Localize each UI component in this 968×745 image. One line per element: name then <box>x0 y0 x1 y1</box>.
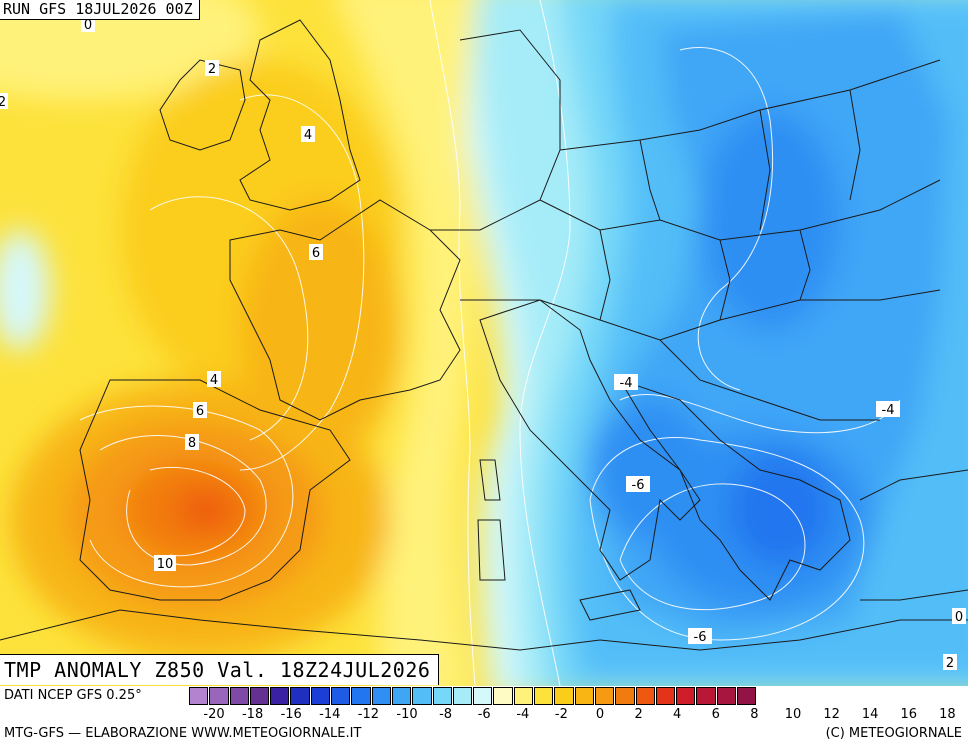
svg-text:2: 2 <box>208 62 216 77</box>
legend-tick: -16 <box>280 707 302 722</box>
legend-swatch <box>574 687 594 705</box>
contour-label: -4 <box>876 401 900 418</box>
legend-swatch <box>351 687 371 705</box>
legend-swatch <box>534 687 554 705</box>
svg-text:-6: -6 <box>694 630 707 645</box>
contour-label: 10 <box>154 555 176 572</box>
legend-swatch <box>655 687 676 705</box>
svg-text:4: 4 <box>210 373 218 388</box>
legend-swatch <box>513 687 534 705</box>
legend-tick: 4 <box>673 707 682 722</box>
color-fields <box>0 0 968 686</box>
contour-label: -4 <box>614 374 638 391</box>
legend-tick: 8 <box>750 707 759 722</box>
legend-swatch <box>331 687 351 705</box>
legend-swatch <box>270 687 290 705</box>
legend-swatch <box>635 687 655 705</box>
legend-swatch <box>716 687 737 705</box>
contour-label: 4 <box>301 126 315 143</box>
legend-tick: -14 <box>319 707 341 722</box>
svg-text:0: 0 <box>84 18 92 33</box>
coastlines <box>0 19 968 651</box>
legend-tick: 6 <box>711 707 720 722</box>
legend-tick: 2 <box>634 707 643 722</box>
legend-swatch <box>676 687 696 705</box>
map-title: TMP ANOMALY Z850 Val. 18Z24JUL2026 <box>0 654 440 685</box>
legend-tick: -10 <box>396 707 418 722</box>
legend-tick: 14 <box>861 707 879 722</box>
legend-tick: -6 <box>477 707 491 722</box>
legend-swatch <box>412 687 432 705</box>
legend-swatch <box>452 687 473 705</box>
legend-swatch <box>290 687 310 705</box>
legend-tick: -2 <box>554 707 568 722</box>
legend-tick: 0 <box>595 707 605 722</box>
legend-tick: -18 <box>241 707 264 722</box>
legend-tick: -4 <box>516 707 530 722</box>
legend-footer: DATI NCEP GFS 0.25° -20 -18 -16 -14 -12 -10 -8… <box>0 686 968 745</box>
legend-tick: -12 <box>357 707 380 722</box>
contour-label: 0 <box>952 608 966 625</box>
legend-swatch <box>493 687 513 705</box>
legend-tick: -8 <box>439 707 453 722</box>
legend-swatch <box>209 687 229 705</box>
contour-label: 4 <box>207 371 221 388</box>
color-scale <box>189 687 757 705</box>
contour-lines <box>79 0 901 686</box>
svg-text:10: 10 <box>157 557 174 572</box>
svg-text:2: 2 <box>0 95 6 110</box>
legend-tick: 18 <box>939 707 956 722</box>
svg-text:-4: -4 <box>882 403 895 418</box>
footer-credit: MTG-GFS — ELABORAZIONE WWW.METEOGIORNALE… <box>4 726 362 741</box>
data-source-label: DATI NCEP GFS 0.25° <box>4 688 142 703</box>
svg-text:6: 6 <box>312 246 320 261</box>
contour-label: -6 <box>626 476 650 493</box>
contour-label: 2 <box>943 654 957 671</box>
legend-swatch <box>189 687 209 705</box>
color-scale-ticks: -20 -18 -16 -14 -12 -10 -8 -6 -4 -2 0 2 4 6 8 10 12 14 16 1… <box>189 707 968 723</box>
legend-swatch <box>391 687 412 705</box>
svg-text:4: 4 <box>304 128 312 143</box>
svg-text:-4: -4 <box>620 376 633 391</box>
legend-swatch <box>432 687 452 705</box>
legend-tick: 10 <box>784 707 802 722</box>
contour-label: 6 <box>309 244 323 261</box>
legend-swatch <box>473 687 493 705</box>
contour-label: 8 <box>185 434 199 451</box>
contour-label: 6 <box>193 402 207 419</box>
legend-swatch <box>229 687 249 705</box>
run-label: RUN GFS 18JUL2026 00Z <box>0 0 200 20</box>
legend-swatch <box>615 687 635 705</box>
legend-swatch <box>696 687 716 705</box>
legend-tick: 16 <box>900 707 918 722</box>
svg-text:6: 6 <box>196 404 204 419</box>
legend-swatch <box>737 687 757 705</box>
contour-label: 2 <box>0 93 8 110</box>
legend-swatch <box>554 687 574 705</box>
footer-copyright: (C) METEOGIORNALE <box>825 726 962 741</box>
contour-label: 0 <box>81 16 95 33</box>
contour-label: 2 <box>205 60 219 77</box>
svg-text:8: 8 <box>188 436 196 451</box>
legend-tick: -20 <box>203 707 225 722</box>
legend-swatch <box>371 687 391 705</box>
svg-text:2: 2 <box>946 656 954 671</box>
contour-label: -6 <box>688 628 712 645</box>
svg-text:0: 0 <box>955 610 963 625</box>
legend-swatch <box>310 687 331 705</box>
legend-swatch <box>594 687 615 705</box>
svg-text:-6: -6 <box>632 478 645 493</box>
anomaly-map: 0 2 2 4 6 4 6 8 10 -4 -4 -6 -6 0 2 <box>0 0 968 686</box>
contour-label-group: 0 2 2 4 6 4 6 8 10 -4 -4 -6 -6 0 2 <box>0 16 966 671</box>
legend-swatch <box>249 687 270 705</box>
legend-tick: 12 <box>823 707 840 722</box>
